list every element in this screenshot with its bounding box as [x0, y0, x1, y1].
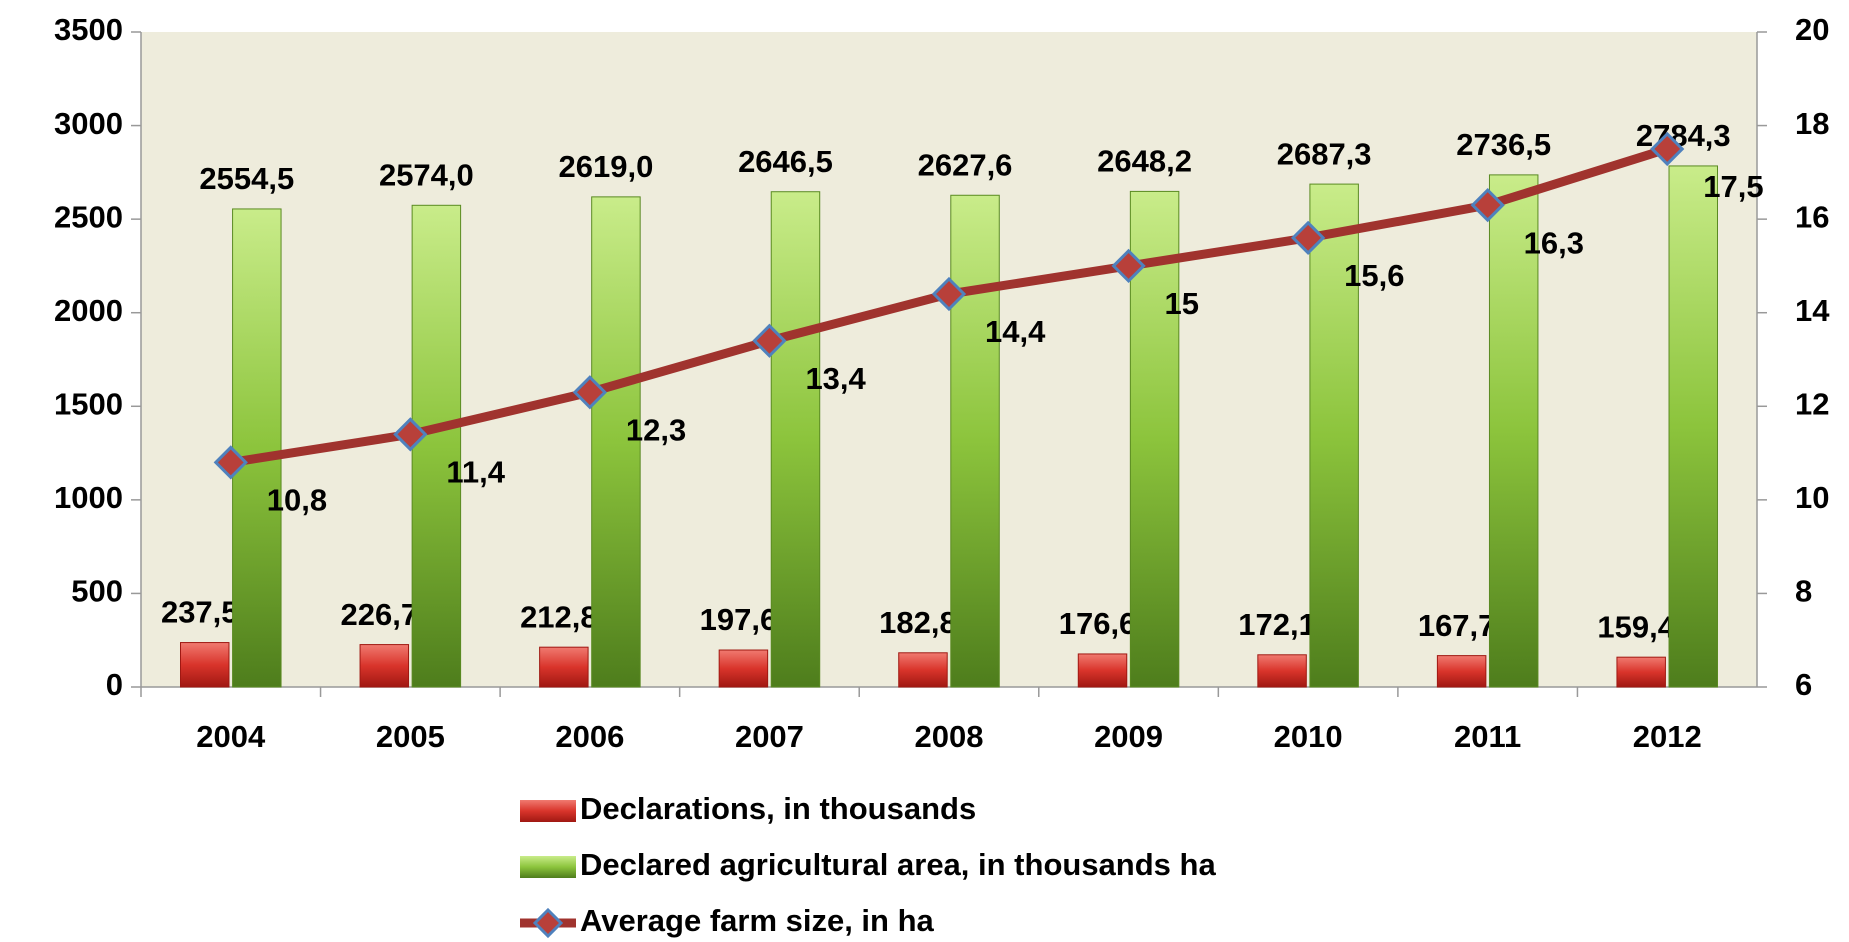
marker [1290, 220, 1326, 255]
plot-area [141, 32, 1757, 687]
y2-tick-label: 12 [1795, 386, 1829, 421]
bar [591, 196, 641, 688]
y-tick-label: 3000 [54, 106, 123, 141]
data-label: 2736,5 [1456, 127, 1551, 162]
bar [1309, 183, 1359, 688]
data-label: 2554,5 [199, 161, 294, 196]
data-label: 15,6 [1344, 258, 1404, 293]
marker [931, 276, 967, 312]
marker [1470, 187, 1505, 223]
data-label: 14,4 [985, 314, 1046, 349]
data-label: 167,7 [1418, 608, 1496, 643]
y2-tick-label: 16 [1795, 199, 1829, 234]
y-tick-label: 1000 [54, 480, 123, 515]
data-label: 2627,6 [918, 147, 1013, 182]
bar [770, 191, 821, 688]
y-tick-label: 2000 [54, 293, 123, 328]
y-tick-label: 2500 [54, 199, 123, 234]
data-label: 2784,3 [1636, 118, 1731, 153]
data-label: 2648,2 [1097, 144, 1192, 179]
legend-label: Declared agricultural area, in thousands… [580, 847, 1216, 882]
data-label: 212,8 [520, 599, 598, 634]
marker [572, 375, 608, 410]
data-label: 172,1 [1238, 607, 1316, 642]
y-tick-label: 3500 [54, 12, 123, 47]
data-label: 12,3 [626, 412, 686, 447]
y2-tick-label: 6 [1795, 667, 1812, 702]
bar [232, 208, 282, 688]
data-label: 226,7 [341, 597, 419, 632]
y2-tick-label: 20 [1795, 12, 1829, 47]
y2-tick-label: 18 [1795, 106, 1829, 141]
data-label: 2619,0 [559, 149, 654, 184]
data-label: 16,3 [1524, 225, 1584, 260]
x-tick-label: 2007 [735, 719, 804, 754]
y-tick-label: 500 [71, 574, 123, 609]
bar [1668, 165, 1718, 688]
data-label: 176,6 [1059, 606, 1137, 641]
data-label: 15 [1165, 286, 1199, 321]
data-label: 11,4 [446, 455, 505, 490]
bar [1616, 656, 1666, 688]
legend-swatch [520, 856, 576, 878]
bar [180, 642, 230, 688]
x-tick-label: 2009 [1094, 719, 1163, 754]
data-label: 10,8 [267, 483, 327, 518]
data-label: 13,4 [805, 361, 866, 396]
data-label: 197,6 [700, 602, 778, 637]
bar [1488, 174, 1539, 688]
data-label: 2687,3 [1277, 136, 1372, 171]
bar [411, 204, 462, 688]
marker [1650, 131, 1685, 167]
x-tick-label: 2006 [555, 719, 624, 754]
legend-label: Declarations, in thousands [580, 791, 976, 826]
bar [1129, 190, 1180, 688]
bar [359, 644, 410, 688]
bar [950, 194, 1000, 688]
x-tick-label: 2010 [1274, 719, 1343, 754]
data-label: 182,8 [879, 605, 957, 640]
x-tick-label: 2004 [196, 719, 266, 754]
y2-tick-label: 8 [1795, 574, 1812, 609]
bar [539, 646, 589, 688]
legend-label: Average farm size, in ha [580, 903, 935, 938]
marker [752, 323, 787, 358]
bar [1077, 653, 1128, 688]
data-label: 159,4 [1597, 609, 1675, 644]
marker [393, 417, 428, 452]
bar [1257, 654, 1307, 688]
x-tick-label: 2012 [1633, 719, 1702, 754]
data-label: 2646,5 [738, 144, 833, 179]
bar [898, 652, 948, 688]
legend-marker [532, 907, 564, 939]
marker [1111, 248, 1146, 284]
y-tick-label: 1500 [54, 386, 123, 421]
bar [1436, 655, 1487, 688]
y2-tick-label: 10 [1795, 480, 1829, 515]
bar [718, 649, 769, 688]
y2-tick-label: 14 [1795, 293, 1830, 328]
data-label: 17,5 [1703, 169, 1763, 204]
marker [213, 445, 248, 480]
y-tick-label: 0 [106, 667, 123, 702]
x-tick-label: 2011 [1454, 719, 1521, 754]
x-tick-label: 2008 [915, 719, 984, 754]
data-label: 2574,0 [379, 157, 474, 192]
x-tick-label: 2005 [376, 719, 445, 754]
data-label: 237,5 [161, 595, 239, 630]
legend-swatch [520, 800, 576, 822]
